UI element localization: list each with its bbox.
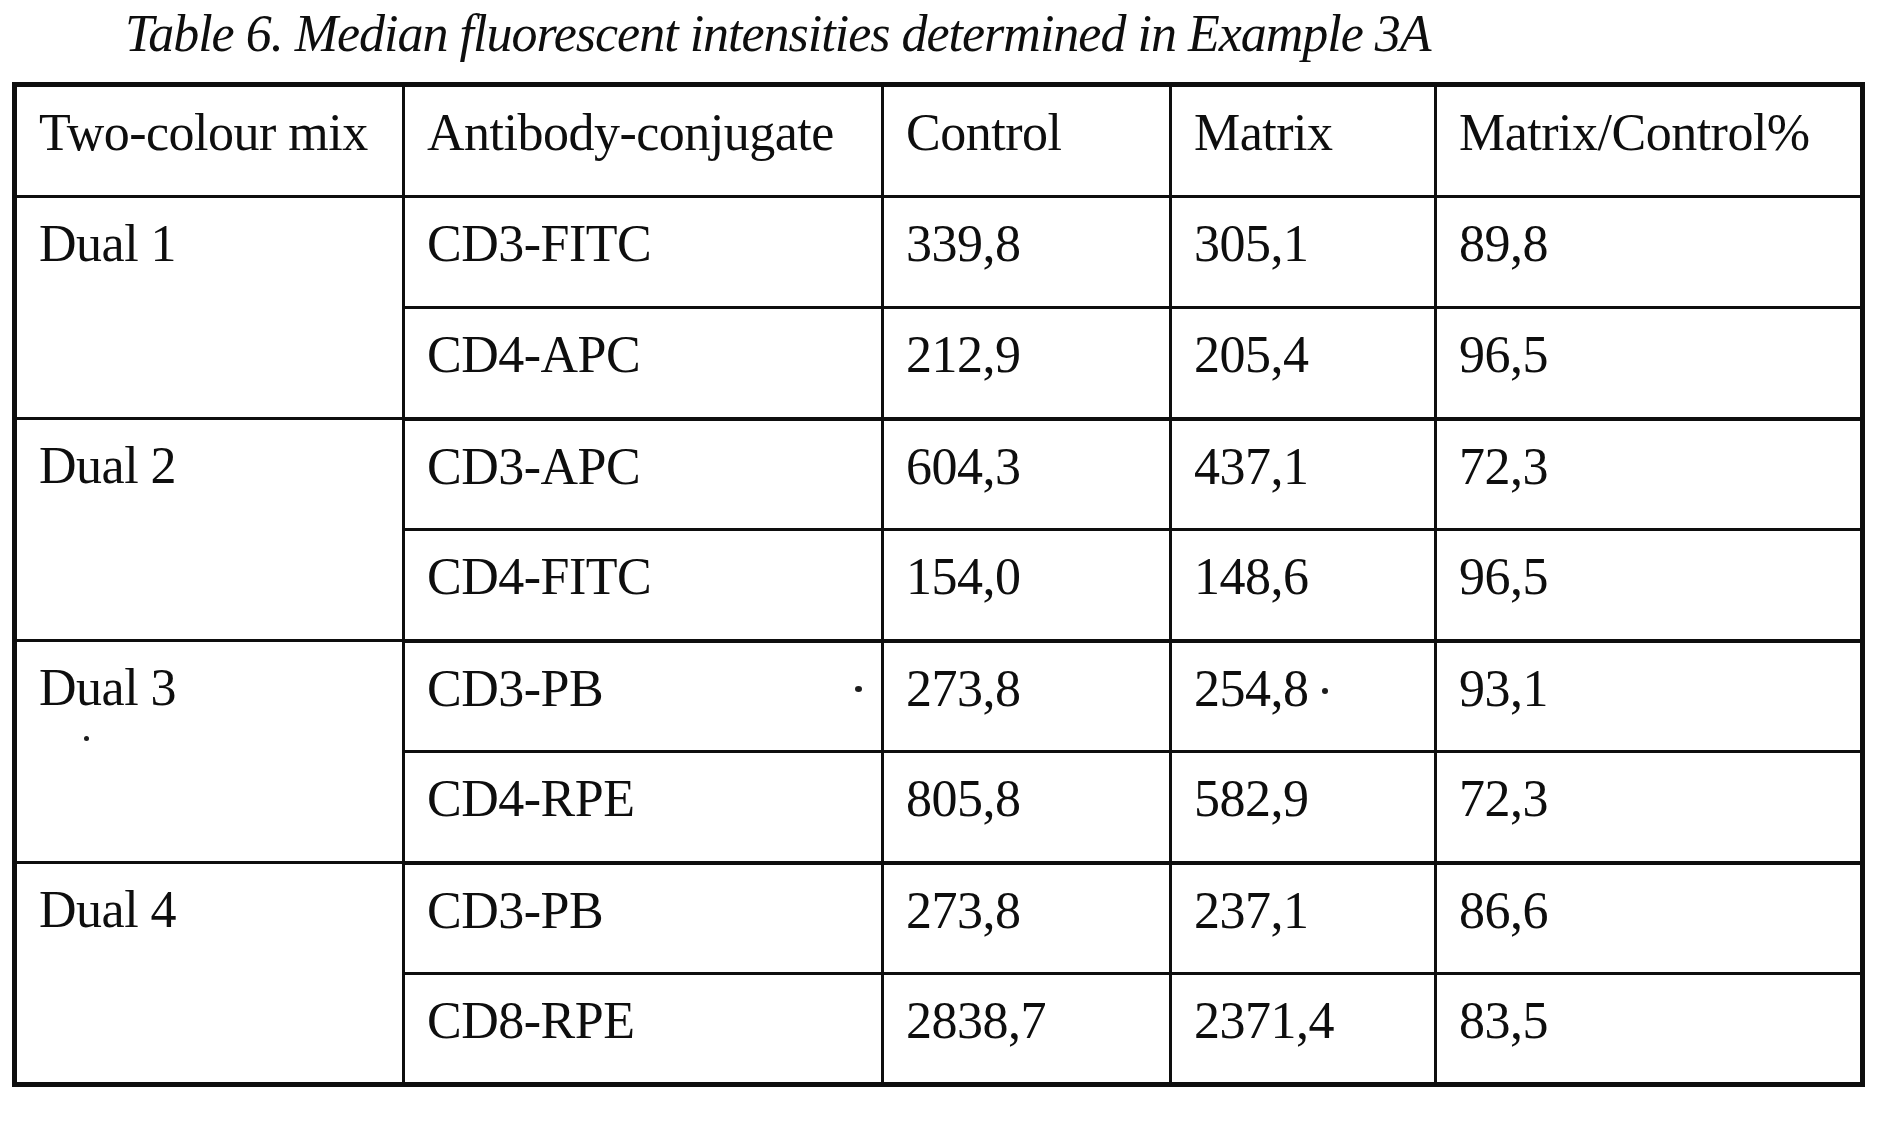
control-cell: 154,0 <box>883 530 1171 641</box>
ratio-cell: 86,6 <box>1436 863 1863 974</box>
ratio-cell: 93,1 <box>1436 641 1863 752</box>
mix-cell: Dual 1 <box>15 197 404 419</box>
col-header-antibody-conjugate: Antibody-conjugate <box>404 85 883 197</box>
col-header-matrix-control-pct: Matrix/Control% <box>1436 85 1863 197</box>
table-row: Dual 3CD3-PB273,8254,893,1 <box>15 641 1863 752</box>
mix-cell: Dual 4 <box>15 863 404 1085</box>
control-cell: 212,9 <box>883 308 1171 419</box>
header-row: Two-colour mix Antibody-conjugate Contro… <box>15 85 1863 197</box>
ratio-cell: 96,5 <box>1436 530 1863 641</box>
ratio-cell: 72,3 <box>1436 752 1863 863</box>
scan-speck <box>855 686 862 692</box>
matrix-cell: 205,4 <box>1171 308 1436 419</box>
control-cell: 604,3 <box>883 419 1171 530</box>
mix-cell: Dual 3 <box>15 641 404 863</box>
matrix-cell: 254,8 <box>1171 641 1436 752</box>
conjugate-cell: CD3-APC <box>404 419 883 530</box>
ratio-cell: 72,3 <box>1436 419 1863 530</box>
table-body: Dual 1CD3-FITC339,8305,189,8CD4-APC212,9… <box>15 197 1863 1085</box>
conjugate-cell: CD4-APC <box>404 308 883 419</box>
table-row: Dual 4CD3-PB273,8237,186,6 <box>15 863 1863 974</box>
matrix-cell: 305,1 <box>1171 197 1436 308</box>
control-cell: 805,8 <box>883 752 1171 863</box>
scan-speck <box>84 736 89 741</box>
conjugate-cell: CD3-PB <box>404 641 883 752</box>
matrix-cell: 237,1 <box>1171 863 1436 974</box>
scan-speck <box>1322 688 1328 694</box>
table-row: Dual 2CD3-APC604,3437,172,3 <box>15 419 1863 530</box>
matrix-cell: 2371,4 <box>1171 974 1436 1085</box>
conjugate-cell: CD4-FITC <box>404 530 883 641</box>
conjugate-cell: CD3-PB <box>404 863 883 974</box>
conjugate-cell: CD3-FITC <box>404 197 883 308</box>
control-cell: 339,8 <box>883 197 1171 308</box>
conjugate-cell: CD4-RPE <box>404 752 883 863</box>
ratio-cell: 89,8 <box>1436 197 1863 308</box>
ratio-cell: 96,5 <box>1436 308 1863 419</box>
control-cell: 2838,7 <box>883 974 1171 1085</box>
table-caption: Table 6. Median fluorescent intensities … <box>125 4 1431 63</box>
col-header-matrix: Matrix <box>1171 85 1436 197</box>
scanned-page: Table 6. Median fluorescent intensities … <box>0 0 1879 1121</box>
fluorescence-table: Two-colour mix Antibody-conjugate Contro… <box>12 82 1865 1087</box>
matrix-cell: 437,1 <box>1171 419 1436 530</box>
ratio-cell: 83,5 <box>1436 974 1863 1085</box>
conjugate-cell: CD8-RPE <box>404 974 883 1085</box>
mix-cell: Dual 2 <box>15 419 404 641</box>
matrix-cell: 582,9 <box>1171 752 1436 863</box>
col-header-control: Control <box>883 85 1171 197</box>
table-row: Dual 1CD3-FITC339,8305,189,8 <box>15 197 1863 308</box>
control-cell: 273,8 <box>883 863 1171 974</box>
matrix-cell: 148,6 <box>1171 530 1436 641</box>
col-header-two-colour-mix: Two-colour mix <box>15 85 404 197</box>
control-cell: 273,8 <box>883 641 1171 752</box>
